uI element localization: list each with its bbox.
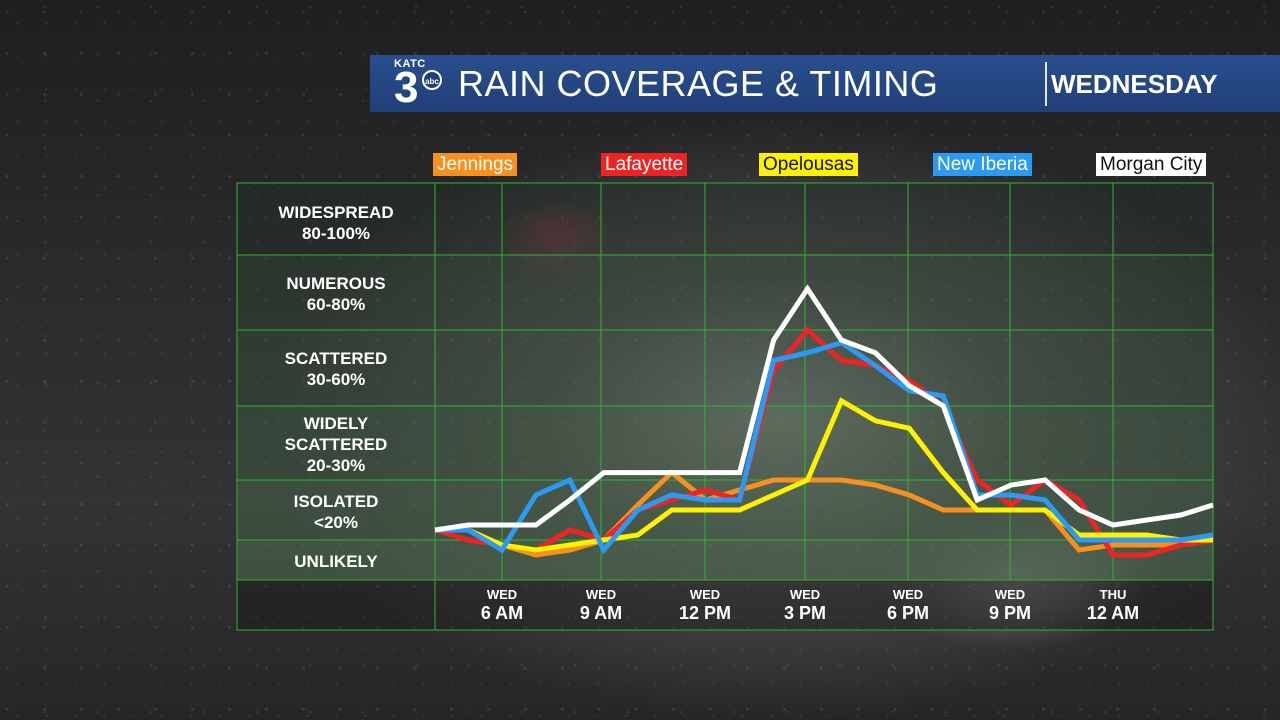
band-fill-numerous xyxy=(237,255,1213,330)
x-tick-day: WED xyxy=(892,587,924,602)
series-line-jennings xyxy=(435,469,1214,558)
day-label: WEDNESDAY xyxy=(1051,69,1218,99)
legend-morgan-city: Morgan City xyxy=(1096,153,1207,176)
title-divider xyxy=(1045,62,1047,106)
category-widely-scattered: WIDELY SCATTERED 20-30% xyxy=(237,413,435,476)
category-name: SCATTERED xyxy=(284,349,388,368)
legend-jennings: Jennings xyxy=(433,153,518,176)
category-range: 20-30% xyxy=(306,456,366,475)
logo-text: KATC xyxy=(394,58,426,70)
category-name: WIDESPREAD xyxy=(278,203,394,222)
grid-lines xyxy=(236,182,1214,631)
x-tick-time: 6 PM xyxy=(886,603,929,623)
series-line-new-iberia xyxy=(435,339,1214,555)
category-name-2: SCATTERED xyxy=(284,435,388,454)
series-line-morgan-city xyxy=(434,284,1214,533)
category-isolated: ISOLATED <20% xyxy=(237,491,435,533)
band-fill-unlikely xyxy=(237,540,1213,580)
x-tick-wed-12pm: WED 12 PM xyxy=(660,587,750,623)
category-name: ISOLATED xyxy=(293,492,379,511)
x-tick-wed-9am: WED 9 AM xyxy=(556,587,646,623)
x-tick-wed-9pm: WED 9 PM xyxy=(965,587,1055,623)
category-range: 60-80% xyxy=(306,295,366,314)
katc-logo: KATC 3 abc xyxy=(392,58,444,110)
page-title: RAIN COVERAGE & TIMING xyxy=(458,63,939,104)
legend-lafayette: Lafayette xyxy=(601,153,688,176)
band-fill-widespread xyxy=(237,183,1213,255)
legend-new-iberia: New Iberia xyxy=(933,153,1032,176)
legend-opelousas: Opelousas xyxy=(759,153,858,176)
x-tick-time: 12 PM xyxy=(678,603,732,623)
x-tick-wed-6pm: WED 6 PM xyxy=(863,587,953,623)
x-tick-time: 9 PM xyxy=(988,603,1031,623)
logo-number: 3 xyxy=(394,63,419,112)
x-tick-time: 12 AM xyxy=(1086,603,1140,623)
category-range: 30-60% xyxy=(306,370,366,389)
category-scattered: SCATTERED 30-60% xyxy=(237,348,435,390)
category-name: WIDELY xyxy=(303,414,369,433)
x-tick-thu-12am: THU 12 AM xyxy=(1068,587,1158,623)
x-tick-day: THU xyxy=(1099,587,1127,602)
axis-strip xyxy=(237,580,1213,630)
title-banner: KATC 3 abc RAIN COVERAGE & TIMING WEDNES… xyxy=(370,55,1280,112)
category-widespread: WIDESPREAD 80-100% xyxy=(237,202,435,244)
category-labels: WIDESPREAD 80-100% NUMEROUS 60-80% SCATT… xyxy=(237,183,435,580)
series-lines xyxy=(434,284,1214,558)
category-range: 80-100% xyxy=(301,224,371,243)
band-fill-scattered xyxy=(237,330,1213,406)
category-unlikely: UNLIKELY xyxy=(237,551,435,572)
band-fill-widely-scattered xyxy=(237,406,1213,480)
abc-icon: abc xyxy=(422,70,442,90)
x-tick-day: WED xyxy=(689,587,721,602)
category-name: UNLIKELY xyxy=(294,552,378,571)
x-tick-day: WED xyxy=(994,587,1026,602)
x-tick-day: WED xyxy=(585,587,617,602)
x-tick-wed-3pm: WED 3 PM xyxy=(760,587,850,623)
x-tick-time: 9 AM xyxy=(579,603,623,623)
series-line-opelousas xyxy=(435,397,1213,553)
x-tick-wed-6am: WED 6 AM xyxy=(457,587,547,623)
category-name: NUMEROUS xyxy=(286,274,386,293)
x-tick-day: WED xyxy=(486,587,518,602)
x-tick-time: 6 AM xyxy=(480,603,524,623)
x-tick-time: 3 PM xyxy=(783,603,826,623)
category-numerous: NUMEROUS 60-80% xyxy=(237,273,435,315)
category-range: <20% xyxy=(314,513,358,532)
x-tick-day: WED xyxy=(789,587,821,602)
